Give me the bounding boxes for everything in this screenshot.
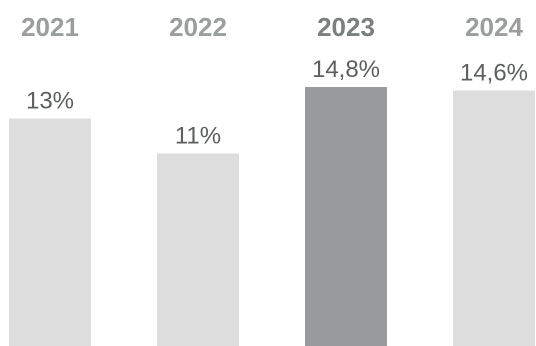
year-label-2021: 2021	[21, 12, 79, 42]
value-label-2022: 11%	[175, 123, 221, 150]
year-label-2024: 2024	[465, 12, 523, 42]
value-label-2021: 13%	[26, 88, 74, 115]
bar-2024	[453, 90, 535, 346]
bar-2023	[305, 87, 387, 346]
bar-2021	[9, 118, 91, 346]
value-label-2023: 14,8%	[312, 56, 380, 83]
value-label-2024: 14,6%	[460, 60, 528, 87]
year-label-2023: 2023	[317, 12, 375, 42]
year-label-2022: 2022	[169, 12, 227, 42]
bar-2022	[157, 153, 239, 346]
